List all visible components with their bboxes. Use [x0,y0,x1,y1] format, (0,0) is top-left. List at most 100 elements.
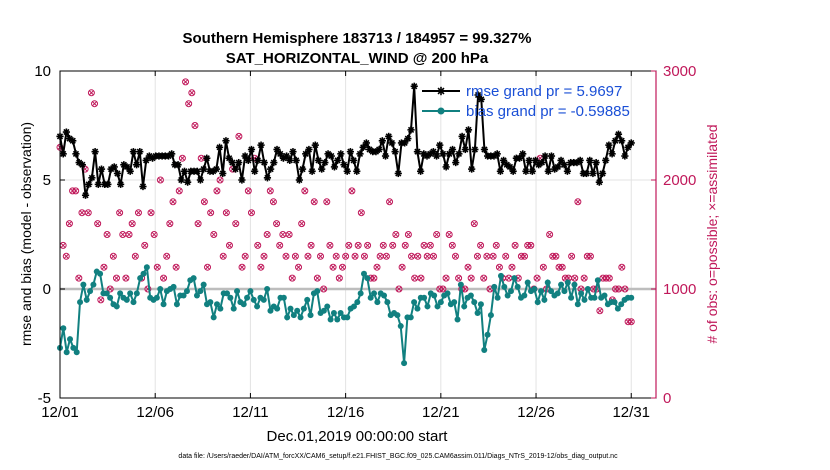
obs-assimilated-point [512,242,518,249]
obs-assimilated-point [160,275,167,281]
rmse-point [337,150,345,158]
rmse-point [538,158,546,167]
bias-point [127,290,134,297]
obs-assimilated-point [208,210,214,216]
obs-possible-point [150,231,158,238]
obs-assimilated-point [606,275,612,281]
rmse-point [356,150,364,158]
obs-possible-point [260,252,268,260]
rmse-point [78,161,86,169]
rmse-point [614,130,623,138]
obs-assimilated-point [273,220,280,227]
rmse-point [97,165,106,173]
bias-point [234,288,241,295]
obs-assimilated-point [440,286,446,292]
bias-point [628,294,635,301]
bias-point [451,299,458,306]
rmse-point [432,152,441,160]
rmse-point [582,169,591,178]
rmse-point [270,158,278,167]
obs-assimilated-point [393,231,399,238]
bias-point [561,288,568,295]
bias-point [601,292,608,299]
bias-point [87,288,94,295]
rmse-point [410,82,418,90]
y-tick-label: 10 [34,63,51,80]
y-tick-label: -5 [38,390,51,407]
bias-point [357,290,364,297]
obs-assimilated-point [496,264,503,270]
obs-assimilated-point [245,188,251,194]
obs-assimilated-point [261,253,267,259]
x-axis: 12/01 12/06 12/11 12/16 12/21 12/26 12/31 [41,71,650,421]
rmse-point [442,163,450,171]
chart-subtitle: SAT_HORIZONTAL_WIND @ 200 hPa [226,50,489,67]
obs-possible-point [94,220,102,228]
rmse-point [113,169,122,178]
bias-point [571,281,578,288]
obs-assimilated-point [465,264,471,270]
bias-point [407,314,414,321]
bias-point [334,316,341,323]
bias-point [581,296,588,303]
obs-assimilated-point [299,220,305,227]
right-tick-label: 1000 [663,281,696,298]
bias-point [240,301,247,308]
obs-possible-point [546,231,554,238]
bias-point [90,281,97,288]
obs-assimilated-point [98,297,104,303]
bias-point [274,305,281,312]
bias-point [214,301,221,308]
obs-possible-point [257,263,265,271]
rmse-point [541,152,549,160]
rmse-point [132,161,141,169]
legend-marker-rmse [436,86,446,96]
obs-assimilated-point [270,199,277,205]
bias-point [364,275,371,282]
bias-point [437,299,444,306]
obs-assimilated-point [509,264,515,270]
bias-point [327,316,334,323]
obs-assimilated-point [619,264,625,270]
obs-possible-point [263,231,271,238]
obs-possible-point [156,176,164,184]
obs-possible-point [147,209,155,217]
rmse-point [91,148,99,156]
bias-point [467,292,474,299]
obs-possible-point [389,241,397,249]
obs-assimilated-point [390,242,396,249]
obs-assimilated-point [157,177,164,183]
obs-assimilated-point [352,253,358,259]
rmse-point [346,148,355,156]
obs-assimilated-point [233,220,239,227]
rmse-point [72,150,80,158]
obs-possible-point [298,220,306,228]
rmse-point [375,145,383,154]
rmse-point [85,180,93,188]
obs-assimilated-point [286,231,292,238]
obs-possible-point [200,198,208,206]
obs-assimilated-point [324,199,330,205]
bias-point [384,299,391,306]
bias-point [60,325,67,332]
obs-assimilated-point [179,155,186,161]
obs-assimilated-point [116,210,123,216]
bias-point [180,292,187,299]
bias-point [280,294,287,301]
bias-point [70,344,77,351]
x-tick-label: 12/06 [136,404,174,421]
bias-point [487,312,494,319]
bias-point [80,281,87,288]
rmse-point [350,156,358,164]
obs-possible-point [188,89,196,97]
rmse-point [509,167,517,175]
obs-assimilated-point [302,188,308,194]
rmse-point [334,156,342,164]
obs-possible-point [495,263,503,271]
bias-point [578,290,585,297]
obs-possible-point [204,263,212,271]
rmse-point [464,126,473,134]
bias-point [618,301,625,308]
rmse-point [519,150,527,158]
bias-point [193,292,200,299]
